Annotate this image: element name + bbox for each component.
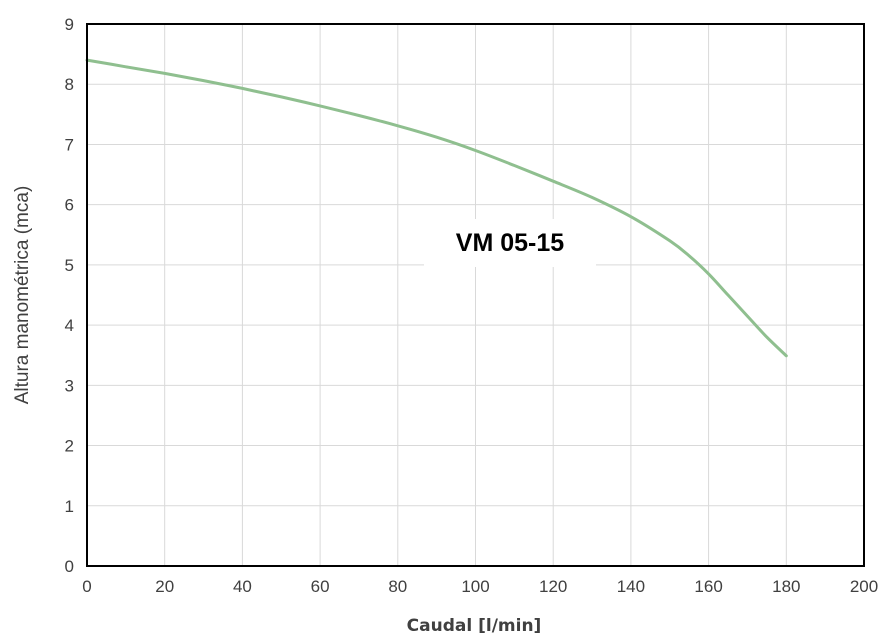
series-layer [85,58,788,358]
y-axis-title: Altura manométrica (mca) [12,186,33,405]
x-tick-label: 60 [311,577,330,596]
y-tick-label: 4 [65,316,74,335]
x-tick-label: 100 [461,577,489,596]
y-tick-label: 0 [65,557,74,576]
y-tick-label: 9 [65,15,74,34]
y-tick-label: 7 [65,135,74,154]
x-tick-label: 20 [155,577,174,596]
x-tick-label: 80 [388,577,407,596]
x-axis-title: Caudal [l/min] [407,616,542,635]
x-tick-label: 40 [233,577,252,596]
grid [86,23,865,567]
y-tick-label: 8 [65,75,74,94]
annotation-background [424,219,596,267]
x-tick-label: 120 [539,577,567,596]
x-axis-ticks: 0 20 40 60 80 100 120 140 160 180 200 [82,577,878,596]
x-tick-label: 200 [850,577,878,596]
y-axis-ticks: 0 1 2 3 4 5 6 7 8 9 [65,15,74,576]
x-tick-label: 180 [772,577,800,596]
series-line [85,58,788,358]
y-tick-label: 3 [65,376,74,395]
y-tick-label: 6 [65,196,74,215]
y-tick-label: 5 [65,256,74,275]
y-tick-label: 2 [65,437,74,456]
y-tick-label: 1 [65,497,74,516]
plot-area-border [86,23,865,567]
x-tick-label: 160 [694,577,722,596]
x-tick-label: 0 [82,577,91,596]
series-annotation: VM 05-15 [456,229,564,257]
x-tick-label: 140 [617,577,645,596]
